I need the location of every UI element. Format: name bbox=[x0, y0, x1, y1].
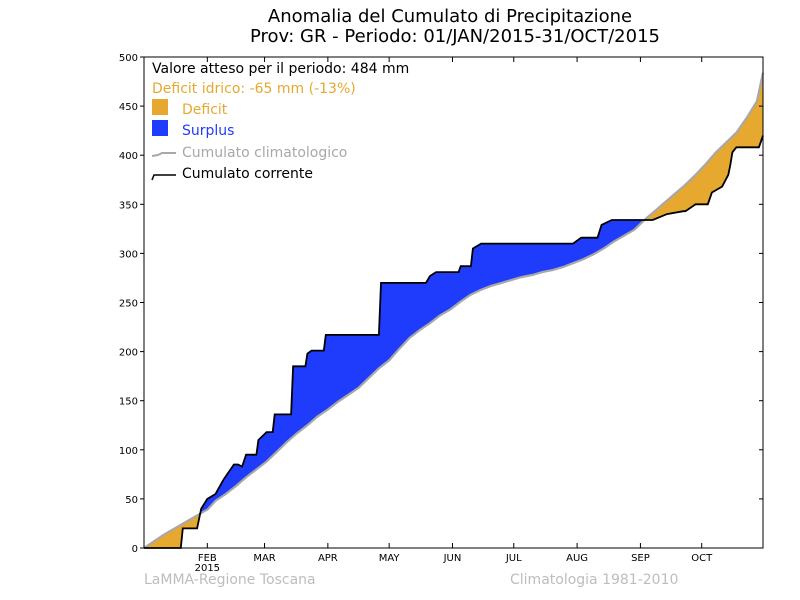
legend-climatological-line bbox=[151, 152, 176, 157]
x-year-label: 2015 bbox=[195, 563, 220, 574]
y-tick-label: 100 bbox=[119, 446, 138, 457]
y-tick-label: 0 bbox=[132, 544, 138, 555]
footer-climatology: Climatologia 1981-2010 bbox=[510, 572, 678, 588]
y-tick-label: 350 bbox=[119, 200, 138, 211]
surplus-area bbox=[200, 220, 645, 514]
legend-current-label: Cumulato corrente bbox=[182, 166, 313, 182]
y-tick-label: 400 bbox=[119, 151, 138, 162]
chart-title: Anomalia del Cumulato di Precipitazione bbox=[268, 6, 632, 27]
legend-deficit-label: Deficit bbox=[182, 102, 228, 118]
x-tick-label: AUG bbox=[566, 553, 588, 564]
legend-climatological-label: Cumulato climatologico bbox=[182, 145, 347, 161]
y-tick-label: 150 bbox=[119, 397, 138, 408]
x-tick-label: OCT bbox=[691, 553, 713, 564]
legend-surplus-label: Surplus bbox=[182, 123, 234, 139]
legend-current-line bbox=[151, 174, 176, 181]
x-tick-label: MAY bbox=[379, 553, 401, 564]
y-tick-label: 450 bbox=[119, 102, 138, 113]
x-tick-label: SEP bbox=[631, 553, 650, 564]
legend-expected-value: Valore atteso per il periodo: 484 mm bbox=[152, 61, 409, 77]
legend-deficit-text: Deficit idrico: -65 mm (-13%) bbox=[152, 81, 356, 97]
y-tick-label: 50 bbox=[125, 495, 138, 506]
footer-source: LaMMA-Regione Toscana bbox=[144, 572, 316, 588]
legend-surplus-swatch bbox=[152, 120, 168, 136]
deficit-area bbox=[644, 72, 763, 220]
y-tick-label: 500 bbox=[119, 53, 138, 64]
y-tick-label: 300 bbox=[119, 249, 138, 260]
legend: Valore atteso per il periodo: 484 mm Def… bbox=[151, 61, 409, 182]
chart-subtitle: Prov: GR - Periodo: 01/JAN/2015-31/OCT/2… bbox=[250, 26, 660, 47]
x-tick-label: APR bbox=[318, 553, 338, 564]
plot-area: 0 50 100 150 200 250 300 350 400 450 500 FEB MAR APR M… bbox=[119, 53, 765, 574]
x-tick-label: MAR bbox=[253, 553, 275, 564]
y-tick-label: 250 bbox=[119, 299, 138, 310]
y-tick-label: 200 bbox=[119, 348, 138, 359]
x-tick-label: JUL bbox=[505, 553, 522, 564]
x-tick-label: JUN bbox=[443, 553, 462, 564]
current-line bbox=[144, 135, 764, 549]
legend-deficit-swatch bbox=[152, 99, 168, 115]
x-tick-label: FEB bbox=[198, 553, 217, 564]
climatological-line bbox=[143, 72, 765, 549]
